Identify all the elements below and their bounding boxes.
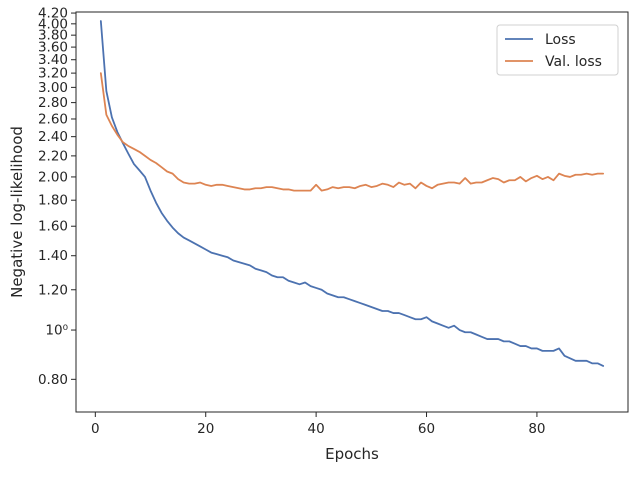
x-tick-label: 0 <box>91 421 100 437</box>
legend-label-val-loss: Val. loss <box>545 54 602 70</box>
series-line-loss <box>99 20 605 367</box>
y-tick-label: 1.20 <box>38 282 68 298</box>
y-tick-label: 4.20 <box>38 6 68 22</box>
y-tick-label: 4.00 <box>38 16 68 32</box>
x-tick-label: 80 <box>528 421 545 437</box>
legend-label-loss: Loss <box>545 32 576 48</box>
y-tick-label: 2.00 <box>38 169 68 185</box>
x-tick-label: 20 <box>197 421 214 437</box>
y-tick-label: 1.40 <box>38 248 68 264</box>
y-tick-label: 2.60 <box>38 111 68 127</box>
y-tick-label: 1.60 <box>38 219 68 235</box>
y-tick-label: 3.20 <box>38 66 68 82</box>
y-tick-label: 2.80 <box>38 95 68 111</box>
y-tick-label: 0.80 <box>38 372 68 388</box>
y-axis-ticks: 0.80 10⁰ 1.20 1.40 1.60 1.80 2.00 2.20 2.40 2.602… <box>38 6 76 388</box>
y-tick-label: 2.40 <box>38 129 68 145</box>
x-tick-label: 40 <box>308 421 325 437</box>
x-axis-ticks: 0 20 40 60 80 <box>91 412 546 437</box>
y-tick-label: 3.60 <box>38 40 68 56</box>
plot-frame <box>75 11 629 413</box>
legend-box <box>496 24 619 76</box>
x-tick-label: 60 <box>418 421 435 437</box>
legend: Loss Val. loss <box>496 24 619 76</box>
y-tick-label: 3.80 <box>38 28 68 44</box>
y-tick-label: 3.00 <box>38 80 68 96</box>
y-tick-label: 10⁰ <box>45 323 68 339</box>
y-axis-label: Negative log-likelihood <box>8 126 26 298</box>
y-tick-label: 2.20 <box>38 148 68 164</box>
x-axis-label: Epochs <box>325 445 379 463</box>
y-tick-label: 3.40 <box>38 52 68 68</box>
y-tick-label: 1.80 <box>38 193 68 209</box>
series-layer <box>99 20 605 367</box>
series-line-val-loss <box>99 72 605 192</box>
